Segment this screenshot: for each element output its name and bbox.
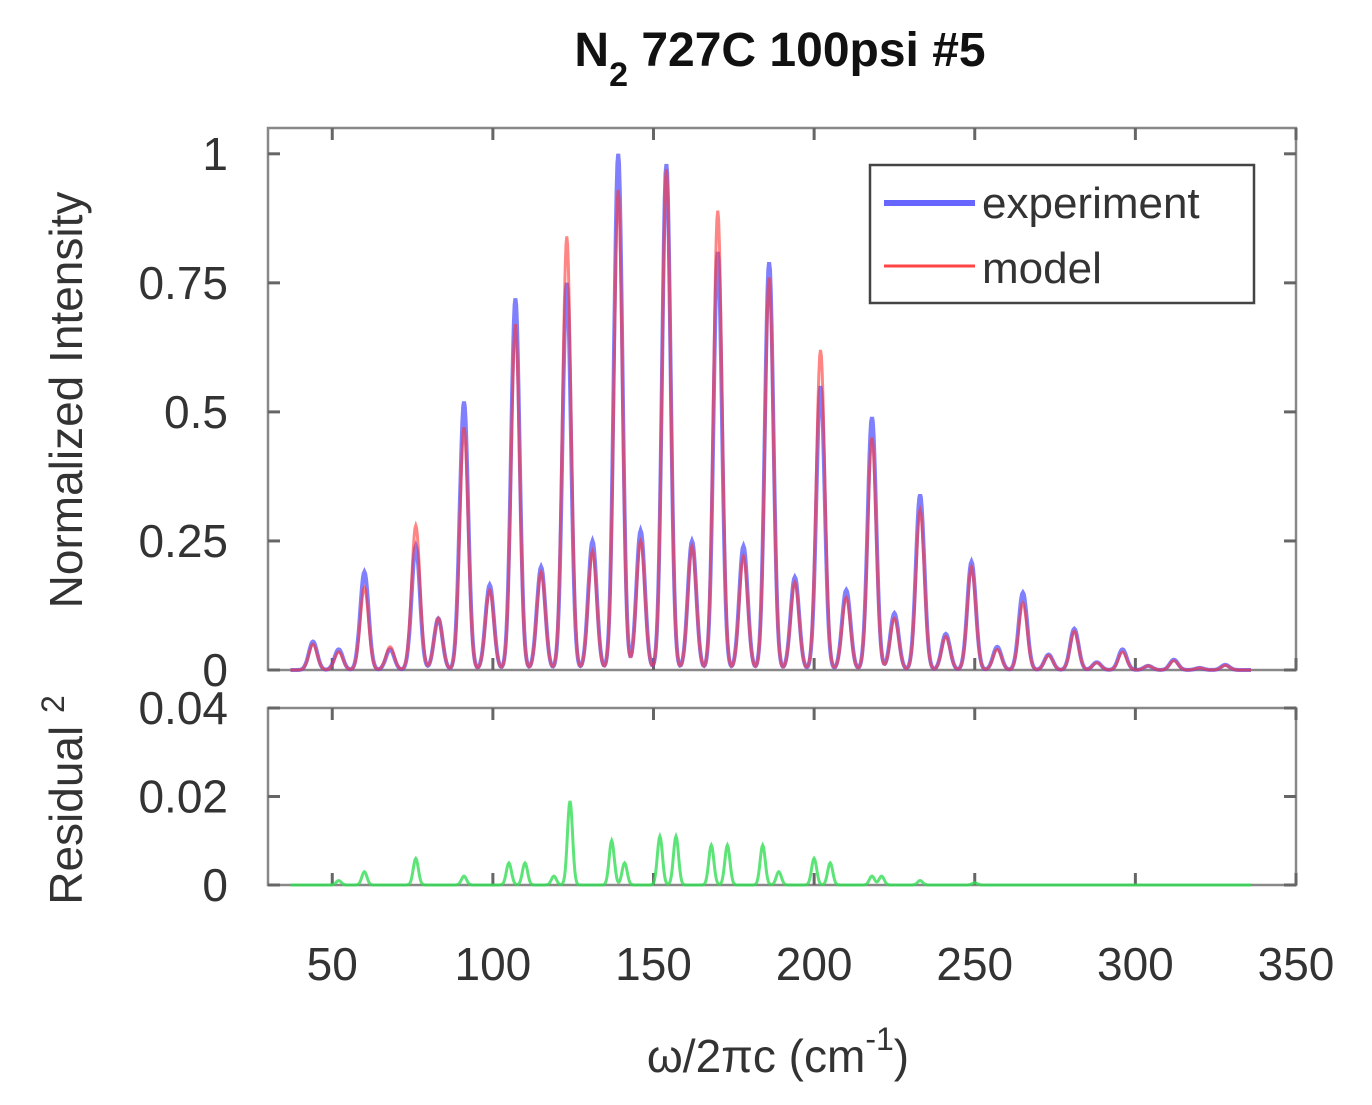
x-tick-label: 200 [776,938,853,990]
chart-title-rest: 727C 100psi #5 [628,24,986,77]
axes-frame [268,708,1296,885]
chart-title: N2 727C 100psi #5 [574,24,985,94]
x-tick-label: 250 [936,938,1013,990]
y-tick-label: 0.5 [164,386,228,438]
x-tick-label: 100 [455,938,532,990]
legend-label-experiment: experiment [982,179,1200,228]
legend-label-model: model [982,244,1102,293]
x-axis-label: ω/2πc (cm-1) [647,1021,909,1082]
y-tick-label: 0.02 [138,771,228,823]
y-axis-label-bottom: Residual 2 [35,695,92,905]
y-tick-label: 0 [202,859,228,911]
y-tick-label: 0.75 [138,257,228,309]
chart-title-subscript: 2 [609,56,628,94]
y-tick-label: 1 [202,128,228,180]
y-tick-label: 0.25 [138,515,228,567]
y-axis-label-bottom-sup: 2 [35,695,71,713]
legend: experiment model [870,165,1254,303]
x-tick-label: 300 [1097,938,1174,990]
y-axis-label-top: Normalized Intensity [40,192,92,609]
x-tick-label: 350 [1258,938,1335,990]
x-tick-label: 50 [307,938,358,990]
x-tick-label: 150 [615,938,692,990]
x-axis-label-end: ) [894,1030,909,1082]
residual-axes: 0 0.02 0.04 50 100 150 200 250 300 350 [138,682,1334,990]
y-tick-label: 0.04 [138,682,228,734]
x-axis-label-sup: -1 [865,1021,893,1057]
